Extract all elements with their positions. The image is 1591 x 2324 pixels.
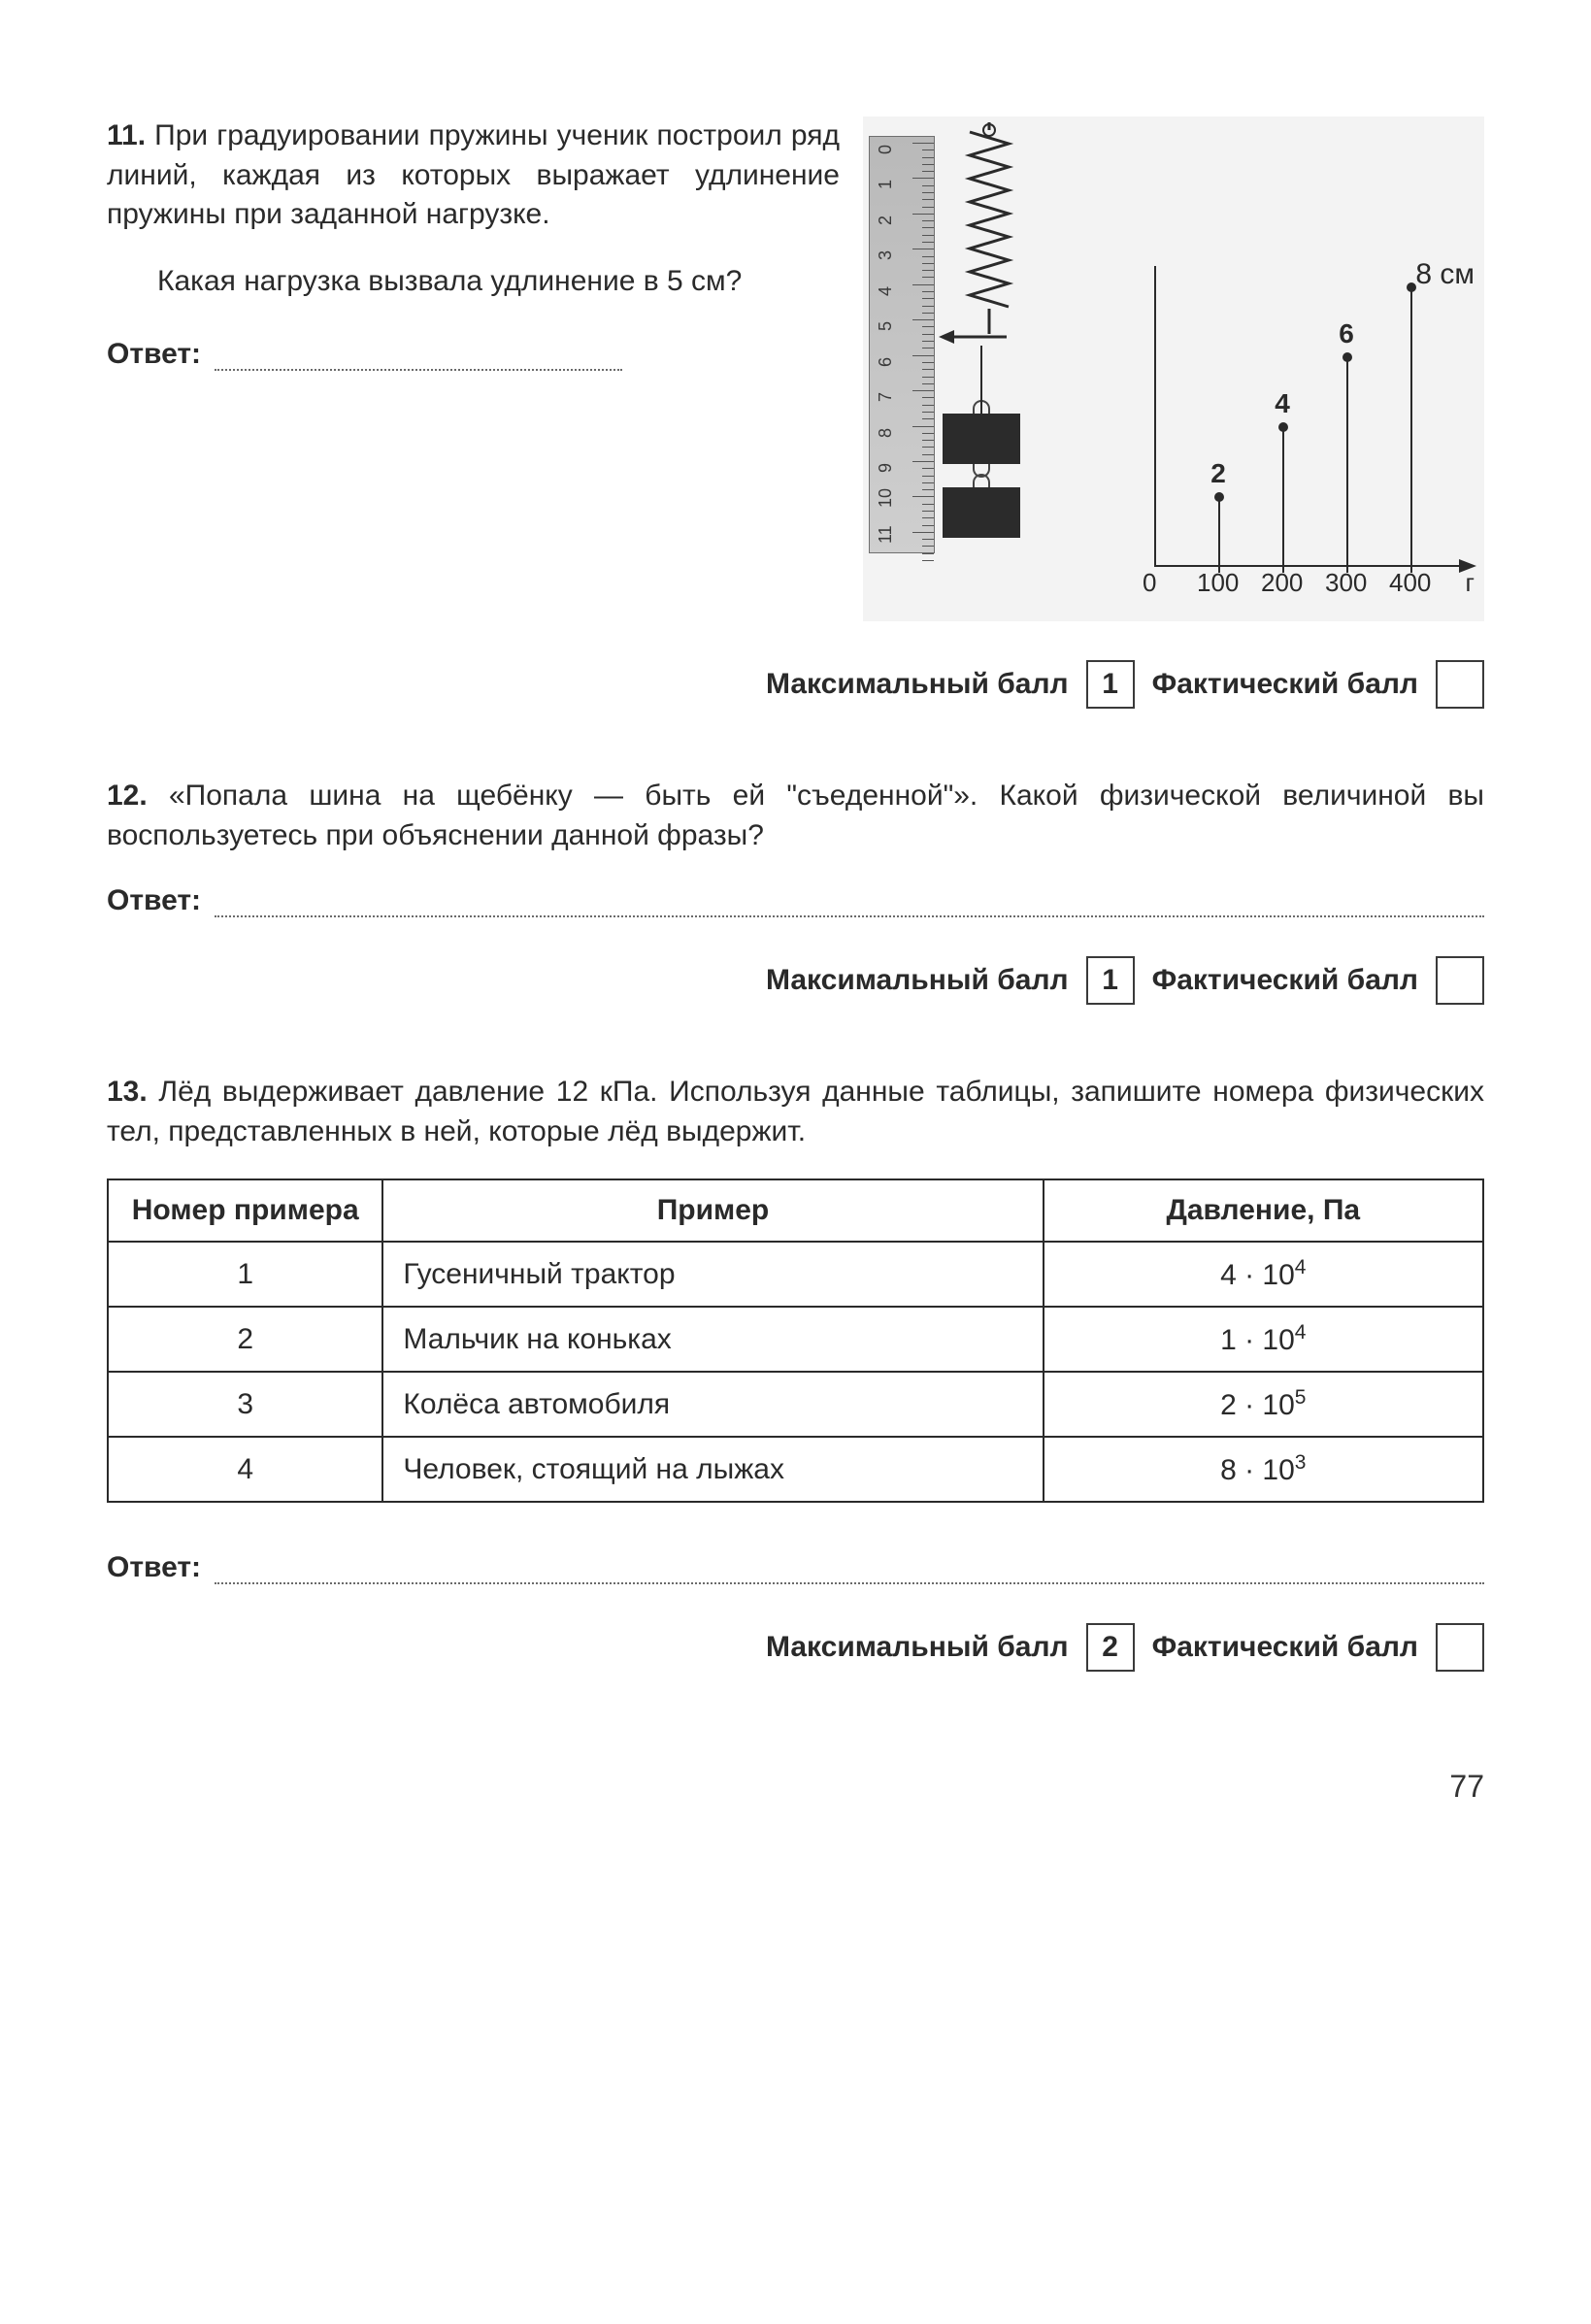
cell-pressure: 2 · 105 xyxy=(1044,1372,1483,1437)
ruler-mark: 10 xyxy=(876,488,896,508)
actual-score-label: Фактический балл xyxy=(1152,1631,1418,1664)
ruler-mark: 3 xyxy=(876,250,896,260)
problem-number: 11. xyxy=(107,119,146,151)
actual-score-label: Фактический балл xyxy=(1152,668,1418,701)
cell-example: Колёса автомобиля xyxy=(382,1372,1043,1437)
y-unit-label: 8 см xyxy=(1415,258,1475,291)
cell-pressure: 4 · 104 xyxy=(1044,1242,1483,1307)
max-score-label: Максимальный балл xyxy=(766,668,1069,701)
chart-pin-label: 4 xyxy=(1275,388,1290,419)
max-score-value: 2 xyxy=(1086,1623,1135,1672)
answer-label: Ответ: xyxy=(107,884,201,917)
answer-label: Ответ: xyxy=(107,338,201,371)
answer-field[interactable] xyxy=(215,898,1484,917)
table-row: 2Мальчик на коньках1 · 104 xyxy=(108,1307,1483,1372)
ruler-mark: 8 xyxy=(876,428,896,438)
arrowhead-icon xyxy=(1459,559,1476,573)
cell-pressure: 1 · 104 xyxy=(1044,1307,1483,1372)
max-score-label: Максимальный балл xyxy=(766,964,1069,997)
ruler-mark: 6 xyxy=(876,357,896,367)
x-axis xyxy=(1154,565,1465,567)
table-row: 3Колёса автомобиля2 · 105 xyxy=(108,1372,1483,1437)
problem-text: Лёд выдерживает давление 12 кПа. Использ… xyxy=(107,1076,1484,1147)
table-row: 4Человек, стоящий на лыжах8 · 103 xyxy=(108,1437,1483,1502)
cell-example: Человек, стоящий на лыжах xyxy=(382,1437,1043,1502)
max-score-label: Максимальный балл xyxy=(766,1631,1069,1664)
problem-number: 13. xyxy=(107,1076,148,1108)
ruler-mark: 7 xyxy=(876,392,896,402)
max-score-value: 1 xyxy=(1086,956,1135,1005)
worksheet-page: 11. При градуировании пружины ученик пос… xyxy=(0,0,1591,1863)
table-row: 1Гусеничный трактор4 · 104 xyxy=(108,1242,1483,1307)
col-example: Пример xyxy=(382,1179,1043,1242)
ruler-mark: 1 xyxy=(876,180,896,189)
chart-pin xyxy=(1346,355,1348,565)
ruler-mark: 4 xyxy=(876,286,896,296)
actual-score-field[interactable] xyxy=(1436,660,1484,709)
chart-pin-label: 6 xyxy=(1339,318,1354,349)
spring-figure: 0 1 2 3 4 5 6 7 8 9 10 11 xyxy=(863,116,1484,621)
problem-text: «Попала шина на щебёнку — быть ей "съеде… xyxy=(107,780,1484,851)
col-number: Номер примера xyxy=(108,1179,382,1242)
col-pressure: Давление, Па xyxy=(1044,1179,1483,1242)
cell-number: 4 xyxy=(108,1437,382,1502)
weight-block xyxy=(943,414,1020,464)
answer-label: Ответ: xyxy=(107,1551,201,1584)
chart-pin xyxy=(1410,285,1412,565)
answer-field[interactable] xyxy=(215,351,622,371)
cell-example: Гусеничный трактор xyxy=(382,1242,1043,1307)
ruler: 0 1 2 3 4 5 6 7 8 9 10 11 xyxy=(869,136,935,553)
ruler-mark: 0 xyxy=(876,145,896,154)
max-score-value: 1 xyxy=(1086,660,1135,709)
axis-origin-label: 0 xyxy=(1143,568,1156,598)
cell-number: 3 xyxy=(108,1372,382,1437)
y-axis xyxy=(1154,266,1156,567)
ruler-mark: 9 xyxy=(876,463,896,473)
spring-icon xyxy=(960,122,1018,336)
ruler-mark: 11 xyxy=(876,525,896,544)
weight-block xyxy=(943,487,1020,538)
elongation-chart: 8 см 0 г 100200300400246 xyxy=(1125,252,1475,602)
actual-score-field[interactable] xyxy=(1436,956,1484,1005)
cell-example: Мальчик на коньках xyxy=(382,1307,1043,1372)
problem-12: 12. «Попала шина на щебёнку — быть ей "с… xyxy=(107,777,1484,1005)
problem-text: При градуировании пружины ученик построи… xyxy=(107,119,840,230)
table-header-row: Номер примера Пример Давление, Па xyxy=(108,1179,1483,1242)
problem-subtext: Какая нагрузка вызвала удлинение в 5 см? xyxy=(157,262,840,302)
problem-13: 13. Лёд выдерживает давление 12 кПа. Исп… xyxy=(107,1073,1484,1672)
cell-pressure: 8 · 103 xyxy=(1044,1437,1483,1502)
pressure-table: Номер примера Пример Давление, Па 1Гусен… xyxy=(107,1179,1484,1503)
cell-number: 1 xyxy=(108,1242,382,1307)
problem-11: 11. При градуировании пружины ученик пос… xyxy=(107,116,1484,709)
pointer-arrow-icon xyxy=(939,328,1036,346)
ruler-mark: 2 xyxy=(876,216,896,225)
page-number: 77 xyxy=(107,1769,1484,1805)
problem-number: 12. xyxy=(107,780,148,812)
answer-field[interactable] xyxy=(215,1565,1484,1584)
actual-score-field[interactable] xyxy=(1436,1623,1484,1672)
chart-pin-label: 2 xyxy=(1210,458,1226,489)
chart-pin xyxy=(1282,425,1284,565)
ruler-mark: 5 xyxy=(876,321,896,331)
hanger-wire xyxy=(978,346,985,414)
actual-score-label: Фактический балл xyxy=(1152,964,1418,997)
chart-pin xyxy=(1218,495,1220,565)
cell-number: 2 xyxy=(108,1307,382,1372)
